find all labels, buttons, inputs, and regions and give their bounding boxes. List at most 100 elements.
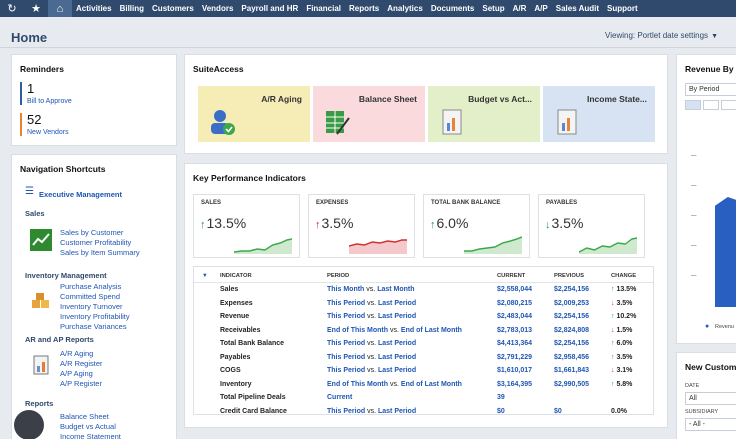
arrow-down-icon: ↓: [611, 367, 615, 374]
nav-item[interactable]: Vendors: [201, 4, 234, 13]
kpi-card[interactable]: SALES ↑13.5%: [193, 194, 300, 258]
shortcut-link[interactable]: Income Statement: [60, 432, 121, 439]
current-value[interactable]: $4,413,364: [497, 340, 533, 347]
shortcuts-title: Navigation Shortcuts: [20, 164, 106, 174]
current-value[interactable]: $2,483,044: [497, 313, 533, 320]
current-value[interactable]: $2,783,013: [497, 326, 533, 334]
period-cell[interactable]: This Period vs. Last Period: [327, 353, 417, 361]
kpi-card[interactable]: EXPENSES ↑3.5%: [308, 194, 415, 258]
previous-value[interactable]: $2,254,156: [554, 313, 590, 320]
nav-item[interactable]: A/P: [534, 4, 548, 13]
previous-value[interactable]: $2,824,808: [554, 326, 590, 334]
reminder-bill-to-approve[interactable]: 1 Bill to Approve: [20, 82, 72, 105]
shortcut-link[interactable]: Inventory Turnover: [60, 302, 123, 311]
period-cell[interactable]: This Period vs. Last Period: [327, 407, 417, 415]
col-current: CURRENT: [497, 273, 526, 279]
previous-value[interactable]: $2,254,156: [554, 286, 590, 293]
change-value: ↓ 1.5%: [611, 326, 633, 334]
shortcut-link[interactable]: A/P Register: [60, 379, 102, 388]
shortcut-link[interactable]: Purchase Variances: [60, 322, 127, 331]
nav-item[interactable]: Analytics: [387, 4, 423, 13]
suiteaccess-tile[interactable]: Balance Sheet: [313, 86, 425, 142]
kpi-table: ▼ INDICATOR PERIOD CURRENT PREVIOUS CHAN…: [193, 266, 654, 415]
shortcut-link[interactable]: Sales by Item Summary: [60, 248, 140, 257]
shortcut-link[interactable]: Sales by Customer: [60, 228, 124, 237]
navigation-shortcuts-portlet: Navigation Shortcuts ☰ Executive Managem…: [11, 154, 177, 439]
area-chart-tab[interactable]: [685, 100, 701, 110]
previous-value[interactable]: $2,990,505: [554, 380, 590, 388]
sparkline: [234, 238, 292, 254]
shortcut-link[interactable]: A/R Register: [60, 359, 103, 368]
nav-item[interactable]: Sales Audit: [555, 4, 600, 13]
period-cell[interactable]: End of This Month vs. End of Last Month: [327, 326, 462, 334]
nav-item[interactable]: Documents: [430, 4, 475, 13]
shortcut-link[interactable]: Customer Profitability: [60, 238, 132, 247]
previous-value[interactable]: $1,661,843: [554, 367, 590, 374]
star-icon[interactable]: ★: [31, 3, 41, 15]
y-tick: —: [691, 153, 697, 159]
nav-item[interactable]: Billing: [119, 4, 145, 13]
kpi-card-label: EXPENSES: [316, 200, 349, 206]
shortcut-link[interactable]: Inventory Profitability: [60, 312, 130, 321]
period-cell[interactable]: This Period vs. Last Period: [327, 313, 417, 320]
nav-item[interactable]: Financial: [306, 4, 341, 13]
nav-item[interactable]: Support: [607, 4, 638, 13]
period-cell[interactable]: This Period vs. Last Period: [327, 340, 417, 347]
shortcut-link[interactable]: Budget vs Actual: [60, 422, 116, 431]
current-value[interactable]: 39: [497, 394, 505, 401]
user-avatar[interactable]: [14, 410, 44, 439]
tile-label: Balance Sheet: [358, 94, 417, 104]
reminder-new-vendors[interactable]: 52 New Vendors: [20, 113, 69, 136]
date-select[interactable]: All: [685, 392, 736, 405]
kpi-card-label: SALES: [201, 200, 222, 206]
subsidiary-label: SUBSIDIARY: [685, 409, 719, 415]
period-cell[interactable]: End of This Month vs. End of Last Month: [327, 380, 462, 388]
nav-item[interactable]: Reports: [349, 4, 380, 13]
suiteaccess-tile[interactable]: Budget vs Act...: [428, 86, 540, 142]
current-value[interactable]: $2,791,229: [497, 353, 533, 361]
period-cell[interactable]: This Period vs. Last Period: [327, 367, 417, 374]
shortcut-executive-management[interactable]: Executive Management: [39, 190, 122, 199]
indicator-name: Revenue: [220, 313, 250, 320]
period-cell[interactable]: Current: [327, 394, 353, 401]
previous-value[interactable]: $0: [554, 407, 562, 415]
shortcut-link[interactable]: A/R Aging: [60, 349, 94, 358]
nav-item[interactable]: Customers: [152, 4, 194, 13]
nav-item[interactable]: Payroll and HR: [241, 4, 299, 13]
recent-icon[interactable]: ↻: [7, 3, 17, 15]
suiteaccess-tile[interactable]: Income State...: [543, 86, 655, 142]
previous-value[interactable]: $2,958,456: [554, 353, 590, 361]
home-icon[interactable]: ⌂: [48, 0, 72, 17]
previous-value[interactable]: $2,254,156: [554, 340, 590, 347]
period-cell[interactable]: This Period vs. Last Period: [327, 299, 417, 307]
revenue-area: [715, 197, 736, 307]
current-value[interactable]: $2,080,215: [497, 299, 533, 307]
previous-value[interactable]: $2,009,253: [554, 299, 590, 307]
shortcut-link[interactable]: Committed Spend: [60, 292, 121, 301]
period-select[interactable]: By Period: [685, 83, 736, 96]
indicator-name: Inventory: [220, 380, 252, 388]
current-value[interactable]: $0: [497, 407, 505, 415]
line-chart-tab[interactable]: [703, 100, 719, 110]
current-value[interactable]: $3,164,395: [497, 380, 533, 388]
page-title: Home: [11, 30, 48, 45]
current-value[interactable]: $1,610,017: [497, 367, 533, 374]
current-value[interactable]: $2,558,044: [497, 286, 533, 293]
collapse-icon[interactable]: ▼: [202, 273, 208, 279]
shortcut-link[interactable]: A/P Aging: [60, 369, 93, 378]
shortcut-link[interactable]: Purchase Analysis: [60, 282, 122, 291]
shortcut-link[interactable]: Balance Sheet: [60, 412, 109, 421]
subsidiary-select[interactable]: - All -: [685, 418, 736, 431]
kpi-card[interactable]: PAYABLES ↓3.5%: [538, 194, 645, 258]
portlet-date-settings[interactable]: Viewing: Portlet date settings ▼: [605, 31, 718, 40]
tile-label: Income State...: [587, 94, 647, 104]
nav-item[interactable]: Activities: [76, 4, 112, 13]
tile-label: A/R Aging: [261, 94, 302, 104]
nav-item[interactable]: A/R: [512, 4, 527, 13]
kpi-card[interactable]: TOTAL BANK BALANCE ↑6.0%: [423, 194, 530, 258]
period-cell[interactable]: This Month vs. Last Month: [327, 286, 415, 293]
suiteaccess-tile[interactable]: A/R Aging: [198, 86, 310, 142]
arrow-up-icon: ↑: [611, 353, 615, 361]
nav-item[interactable]: Setup: [482, 4, 505, 13]
bar-chart-tab[interactable]: [721, 100, 736, 110]
